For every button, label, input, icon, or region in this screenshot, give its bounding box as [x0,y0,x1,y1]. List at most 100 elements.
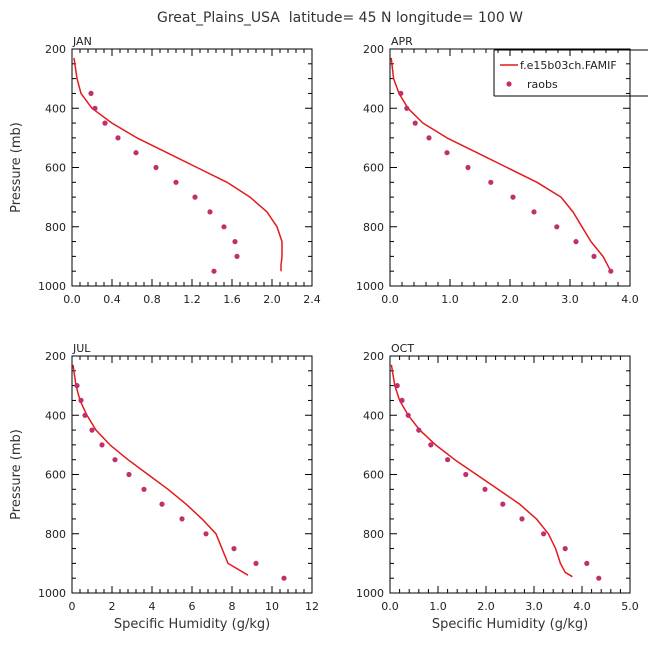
raobs-point [426,135,432,141]
x-tick-label: 0 [69,600,76,613]
x-tick-label: 1.2 [183,293,201,306]
raobs-point [232,239,238,245]
figure-title: Great_Plains_USA latitude= 45 N longitud… [157,10,523,26]
x-tick-label: 0.0 [63,293,81,306]
panel-label: JUL [72,342,91,355]
x-tick-label: 1.0 [429,600,447,613]
x-tick-label: 6 [189,600,196,613]
raobs-point [541,531,547,537]
panel-oct: OCT 0.0 1.0 2.0 3.0 4.0 5.0 200 400 600 800 1000 Spe… [356,342,639,632]
raobs-point [500,501,506,507]
raobs-point [74,383,80,389]
x-tick-label: 2.0 [477,600,495,613]
raobs-point [394,383,400,389]
x-tick-label: 2 [109,600,116,613]
x-tick-label: 2.4 [303,293,321,306]
raobs-point [253,560,259,567]
panel-jan: JAN 0.0 0.4 0.8 1.2 1.6 2.0 2.4 200 400 600 800 1000… [9,35,321,306]
raobs-point [141,486,147,492]
y-tick-label: 1000 [356,280,384,293]
raobs-point [562,546,568,552]
model-series-line [390,364,573,578]
raobs-point [78,397,84,403]
raobs-point [89,427,95,433]
x-tick-label: 8 [229,600,236,613]
raobs-point [159,501,165,507]
raobs-point [92,105,98,111]
raobs-point [112,457,118,463]
x-tick-label: 0.0 [381,600,399,613]
x-tick-label: 4.0 [573,600,591,613]
raobs-point [88,90,94,96]
y-tick-label: 200 [45,350,66,363]
y-tick-label: 600 [363,162,384,175]
raobs-point [173,179,179,185]
x-tick-label: 3.0 [561,293,579,306]
raobs-point [416,427,422,433]
y-tick-label: 400 [363,102,384,115]
raobs-point [510,194,516,200]
y-tick-label: 800 [45,528,66,541]
x-tick-label: 2.0 [263,293,281,306]
raobs-point [211,268,217,274]
panel-label: APR [391,35,413,48]
raobs-point [428,442,434,448]
raobs-point [405,412,411,418]
raobs-point [179,516,185,522]
raobs-point [398,90,404,96]
plot-frame [389,355,631,594]
y-axis-label: Pressure (mb) [9,429,24,520]
panel-label: OCT [391,342,414,355]
y-tick-label: 1000 [38,587,66,600]
x-tick-label: 0.4 [103,293,121,306]
x-tick-label: 0.0 [381,293,399,306]
raobs-point [399,397,405,403]
x-tick-label: 1.0 [441,293,459,306]
x-tick-label: 10 [265,600,279,613]
raobs-point [281,575,287,581]
raobs-point [463,471,469,478]
raobs-point [596,575,602,581]
x-tick-label: 5.0 [621,600,639,613]
plot-frame [71,48,313,287]
x-tick-label: 4.0 [621,293,639,306]
raobs-point [573,239,579,245]
raobs-point [488,179,494,185]
x-tick-label: 12 [305,600,319,613]
y-tick-label: 800 [363,221,384,234]
x-tick-label: 3.0 [525,600,543,613]
x-axis-label: Specific Humidity (g/kg) [432,617,588,632]
x-tick-label: 1.6 [223,293,241,306]
raobs-point [608,268,614,274]
y-axis-label: Pressure (mb) [9,122,24,213]
raobs-point [82,412,88,418]
raobs-point [221,224,227,230]
raobs-point [519,516,525,522]
y-tick-label: 800 [45,221,66,234]
x-tick-label: 4 [149,600,156,613]
raobs-point [591,253,597,259]
y-tick-label: 1000 [38,280,66,293]
legend-label-raobs: raobs [527,78,558,91]
raobs-point [234,253,240,259]
y-tick-label: 400 [363,409,384,422]
raobs-point [153,164,159,171]
raobs-point [192,194,198,200]
raobs-point [133,150,139,156]
raobs-point [531,209,537,215]
raobs-point [99,442,105,448]
panel-label: JAN [72,35,92,48]
x-tick-label: 0.8 [143,293,161,306]
y-tick-label: 600 [363,469,384,482]
raobs-point [554,224,560,230]
raobs-point [207,209,213,215]
raobs-point [231,546,237,552]
legend-marker-swatch [506,81,512,87]
raobs-point [465,164,471,171]
raobs-point [444,150,450,156]
y-tick-label: 600 [45,469,66,482]
model-series-line [390,57,612,272]
panel-jul: JUL 0 2 4 6 8 10 12 200 400 600 800 1000 Pressure (mb… [9,342,319,632]
